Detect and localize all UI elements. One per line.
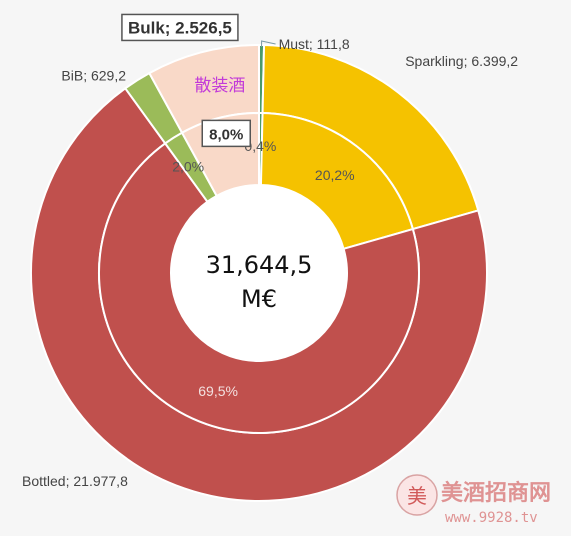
watermark-text: 美酒招商网 — [441, 480, 551, 506]
outer-label-must: Must; 111,8 — [279, 36, 350, 52]
outer-label-bulk: Bulk; 2.526,5 — [128, 18, 232, 37]
center-total-unit: M€ — [241, 285, 277, 313]
leader-lines — [261, 40, 276, 48]
pct-label-bulk: 8,0% — [209, 126, 243, 143]
outer-label-bottled: Bottled; 21.977,8 — [22, 473, 128, 489]
pct-label-sparkling: 20,2% — [315, 167, 355, 183]
outer-label-sparkling: Sparkling; 6.399,2 — [405, 53, 518, 69]
slice-labels: 20,2% 69,5% 2,0% 0,4%8,0% 散装酒 Must; 111,8 Spar… — [22, 13, 518, 489]
watermark: 美 美酒招商网 www.9928.tv — [396, 474, 551, 526]
center-total-value: 31,644,5 — [206, 251, 313, 279]
pct-label-bib: 2,0% — [172, 158, 204, 174]
watermark-url: www.9928.tv — [445, 510, 538, 526]
outer-label-bib: BiB; 629,2 — [61, 68, 126, 84]
bulk-annotation: 散装酒 — [194, 76, 245, 96]
bulk-pct-box — [201, 119, 252, 148]
pct-label-bottled: 69,5% — [198, 383, 238, 399]
watermark-logo-icon: 美 — [396, 474, 438, 516]
outer-ring — [30, 43, 488, 502]
bulk-label-box — [121, 13, 239, 42]
leader-line-must — [261, 40, 276, 48]
svg-text:美: 美 — [407, 484, 427, 508]
center-hole — [171, 185, 347, 361]
pct-label-must: 0,4% — [244, 138, 276, 154]
